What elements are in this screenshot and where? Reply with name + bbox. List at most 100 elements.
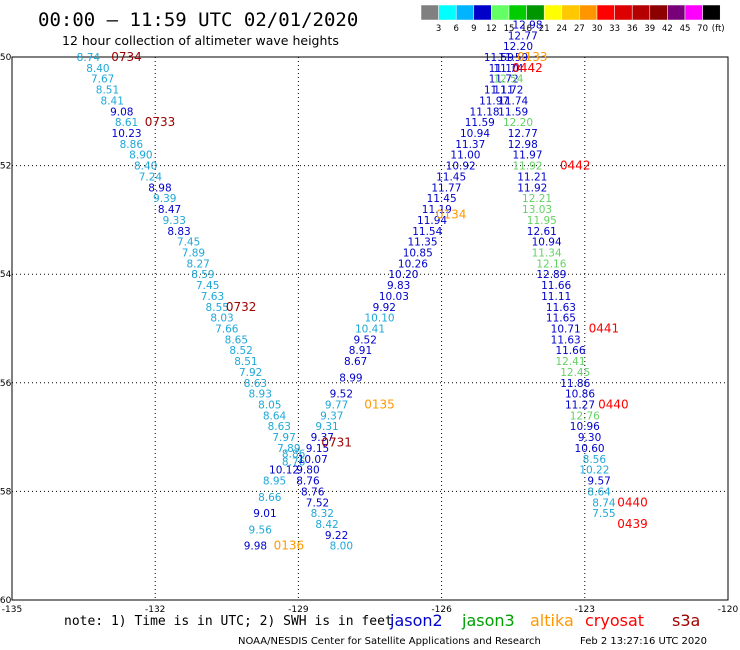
swh-point: 8.76 — [282, 457, 306, 469]
scale-label: 12 — [486, 24, 497, 34]
scale-label: 36 — [627, 24, 638, 34]
swh-point: 11.35 — [407, 237, 437, 249]
swh-point: 9.30 — [578, 432, 601, 444]
scale-swatch — [438, 4, 457, 21]
swh-point: 11.00 — [450, 150, 480, 162]
scale-swatch — [667, 4, 686, 21]
swh-point: 8.42 — [315, 519, 338, 531]
swh-point: 11.45 — [427, 193, 457, 205]
swh-point: 8.27 — [186, 258, 209, 270]
swh-point: 8.61 — [115, 117, 138, 129]
swh-point: 8.55 — [206, 302, 229, 314]
footer-credit: NOAA/NESDIS Center for Satellite Applica… — [238, 636, 541, 647]
swh-point: 8.03 — [210, 313, 233, 325]
x-tick-labels: -135 -132 -129 -126 -123 -120 — [2, 605, 739, 615]
swh-point: 11.94 — [417, 215, 447, 227]
swh-point: 12.16 — [536, 258, 566, 270]
swh-point: 12.89 — [536, 269, 566, 281]
swh-point: 11.63 — [546, 302, 576, 314]
x-tick-label: -132 — [145, 605, 165, 615]
swh-point: 7.97 — [272, 432, 295, 444]
swh-point: 11.18 — [470, 106, 500, 118]
scale-label: 33 — [609, 24, 620, 34]
swh-point: 10.26 — [398, 258, 428, 270]
swh-point: 10.86 — [565, 389, 595, 401]
scale-label: 24 — [556, 24, 567, 34]
swh-point: 12.77 — [508, 128, 538, 140]
time-label: 0734 — [111, 50, 142, 64]
swh-point: 9.22 — [325, 530, 348, 542]
scale-label: 30 — [592, 24, 603, 34]
legend-s3a: s3a — [672, 611, 700, 630]
time-label: 0439 — [617, 517, 648, 531]
scale-unit: (ft) — [712, 24, 725, 34]
scale-label: 27 — [574, 24, 585, 34]
satellite-legend: jason2 jason3 altika cryosat s3a — [389, 611, 700, 630]
swh-point: 10.23 — [112, 128, 142, 140]
swh-point: 10.94 — [532, 237, 562, 249]
scale-swatch — [543, 4, 563, 21]
legend-jason3: jason3 — [461, 611, 515, 630]
swh-point: 8.90 — [129, 150, 152, 162]
scale-swatch — [596, 4, 615, 21]
x-tick-label: -123 — [575, 605, 595, 615]
chart-subtitle: 12 hour collection of altimeter wave hei… — [62, 33, 339, 48]
legend-jason2: jason2 — [389, 611, 443, 630]
swh-point: 7.45 — [196, 280, 219, 292]
swh-point: 8.86 — [120, 139, 144, 151]
data-marks: 8.748.407.678.518.419.088.6110.238.868.9… — [77, 19, 616, 552]
swh-point: 8.95 — [263, 476, 286, 488]
swh-point: 8.65 — [225, 334, 248, 346]
swh-point: 8.40 — [86, 63, 109, 75]
swh-point: 11.72 — [493, 85, 523, 97]
y-tick-label: -56 — [0, 379, 12, 389]
swh-point: 10.22 — [579, 465, 609, 477]
swh-point: 7.67 — [91, 74, 114, 86]
swh-point: 11.72 — [489, 74, 519, 86]
swh-point: 7.89 — [182, 247, 205, 259]
swh-point: 9.92 — [373, 302, 396, 314]
time-label: 0442 — [512, 61, 543, 75]
swh-point: 8.76 — [296, 476, 320, 488]
y-tick-labels: -50 -52 -54 -56 -58 -60 — [0, 53, 12, 606]
swh-point: 8.86 — [282, 448, 306, 460]
time-label: 0135 — [364, 398, 395, 412]
swh-point: 9.77 — [325, 400, 348, 412]
swh-point: 8.52 — [229, 345, 252, 357]
swh-point: 9.83 — [387, 280, 410, 292]
scale-swatch — [561, 4, 580, 21]
y-tick-label: -54 — [0, 270, 12, 280]
swh-point: 8.64 — [587, 486, 611, 498]
scale-swatch — [508, 4, 527, 21]
swh-point: 8.66 — [258, 492, 282, 504]
swh-point: 9.57 — [587, 476, 610, 488]
swh-point: 12.21 — [522, 193, 552, 205]
swh-point: 9.08 — [110, 106, 133, 118]
swh-point: 11.74 — [493, 63, 523, 75]
scale-label: 6 — [453, 24, 458, 34]
scale-label: 3 — [436, 24, 441, 34]
swh-point: 11.37 — [455, 139, 485, 151]
swh-point: 9.52 — [330, 389, 353, 401]
swh-point: 8.41 — [101, 95, 124, 107]
chart-title: 00:00 – 11:59 UTC 02/01/2020 — [38, 9, 358, 31]
swh-point: 10.03 — [379, 291, 409, 303]
swh-point: 9.15 — [306, 443, 329, 455]
swh-point: 10.71 — [551, 324, 581, 336]
swh-point: 8.76 — [301, 486, 325, 498]
swh-point: 12.98 — [508, 139, 538, 151]
scale-label: 39 — [644, 24, 655, 34]
swh-point: 7.89 — [277, 443, 300, 455]
scale-label: 15 — [504, 24, 515, 34]
scale-label: 70 — [697, 24, 708, 34]
swh-point: 9.01 — [253, 508, 276, 520]
swh-point: 8.05 — [258, 400, 281, 412]
y-tick-label: -58 — [0, 487, 12, 497]
scale-swatch — [455, 4, 475, 21]
swh-point: 8.63 — [244, 378, 267, 390]
swh-point: 13.03 — [522, 204, 552, 216]
swh-point: 8.74 — [77, 52, 101, 64]
grid — [12, 57, 728, 600]
time-label: 0136 — [274, 539, 305, 553]
swh-point: 11.59 — [498, 52, 528, 64]
